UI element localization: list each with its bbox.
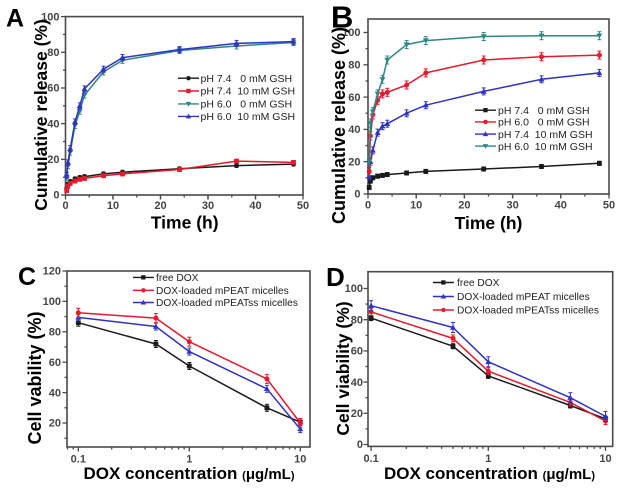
svg-text:30: 30 (506, 200, 518, 212)
svg-text:20: 20 (348, 156, 360, 168)
svg-text:30: 30 (202, 200, 214, 212)
svg-text:60: 60 (351, 346, 363, 358)
svg-text:80: 80 (47, 47, 59, 59)
svg-text:10: 10 (410, 200, 422, 212)
svg-text:0: 0 (365, 200, 371, 212)
svg-text:DOX-loaded mPEATss micelles: DOX-loaded mPEATss micelles (156, 298, 298, 309)
svg-text:20: 20 (49, 418, 61, 430)
svg-text:20: 20 (458, 200, 470, 212)
svg-text:DOX-loaded mPEATss micelles: DOX-loaded mPEATss micelles (457, 306, 599, 317)
svg-text:20: 20 (47, 154, 59, 166)
svg-text:40: 40 (47, 118, 59, 130)
svg-text:Time (h): Time (h) (455, 213, 523, 233)
svg-text:DOX-loaded mPEAT micelles: DOX-loaded mPEAT micelles (156, 286, 289, 297)
svg-text:0: 0 (62, 200, 68, 212)
svg-text:10: 10 (599, 453, 611, 465)
svg-text:pH 7.4 10 mM GSH: pH 7.4 10 mM GSH (498, 129, 593, 141)
svg-text:C: C (18, 263, 36, 291)
svg-text:pH 6.0 0 mM GSH: pH 6.0 0 mM GSH (201, 99, 293, 111)
svg-text:pH 7.4 10 mM GSH: pH 7.4 10 mM GSH (201, 86, 296, 98)
svg-text:1: 1 (186, 454, 192, 466)
svg-text:Cell vability (%): Cell vability (%) (25, 311, 45, 444)
svg-text:60: 60 (348, 92, 360, 104)
svg-text:free DOX: free DOX (457, 278, 500, 289)
svg-text:B: B (331, 0, 353, 34)
svg-text:Time (h): Time (h) (151, 213, 219, 233)
svg-text:pH 6.0 10 mM GSH: pH 6.0 10 mM GSH (498, 141, 593, 153)
svg-text:pH 6.0 0 mM GSH: pH 6.0 0 mM GSH (498, 117, 590, 129)
svg-text:40: 40 (555, 200, 567, 212)
svg-text:D: D (326, 262, 345, 292)
svg-text:A: A (6, 5, 24, 33)
svg-text:DOX-loaded mPEAT micelles: DOX-loaded mPEAT micelles (457, 292, 590, 303)
svg-text:120: 120 (43, 266, 61, 278)
svg-text:Cumulative release (%): Cumulative release (%) (31, 19, 51, 211)
svg-text:10: 10 (107, 200, 119, 212)
svg-text:40: 40 (49, 387, 61, 399)
svg-text:40: 40 (249, 200, 261, 212)
svg-text:1: 1 (485, 453, 491, 465)
svg-text:50: 50 (603, 200, 615, 212)
svg-text:0.1: 0.1 (363, 453, 378, 465)
svg-text:100: 100 (345, 283, 363, 295)
svg-text:pH 7.4 0 mM GSH: pH 7.4 0 mM GSH (201, 73, 293, 85)
svg-text:40: 40 (348, 124, 360, 136)
svg-text:0.1: 0.1 (71, 454, 86, 466)
svg-text:Cell viability (%): Cell viability (%) (333, 301, 353, 435)
svg-text:10: 10 (294, 454, 306, 466)
svg-text:40: 40 (351, 377, 363, 389)
svg-text:100: 100 (41, 11, 59, 23)
svg-text:100: 100 (43, 296, 61, 308)
svg-text:20: 20 (154, 200, 166, 212)
svg-text:0: 0 (357, 439, 363, 451)
svg-text:pH 7.4 0 mM GSH: pH 7.4 0 mM GSH (498, 105, 590, 117)
svg-text:20: 20 (351, 408, 363, 420)
svg-text:80: 80 (351, 314, 363, 326)
svg-text:free DOX: free DOX (156, 273, 199, 284)
svg-text:80: 80 (348, 60, 360, 72)
svg-text:Cumulative release (%): Cumulative release (%) (329, 27, 349, 224)
svg-text:50: 50 (297, 200, 309, 212)
svg-text:60: 60 (47, 83, 59, 95)
svg-text:0: 0 (354, 189, 360, 201)
svg-text:60: 60 (49, 357, 61, 369)
svg-text:100: 100 (342, 27, 360, 39)
svg-text:DOX concentration (μg/mL): DOX concentration (μg/mL) (83, 464, 294, 483)
svg-text:80: 80 (49, 327, 61, 339)
svg-text:DOX concentration (μg/mL): DOX concentration (μg/mL) (384, 464, 595, 483)
svg-text:0: 0 (53, 190, 59, 202)
svg-text:pH 6.0 10 mM GSH: pH 6.0 10 mM GSH (201, 111, 296, 123)
